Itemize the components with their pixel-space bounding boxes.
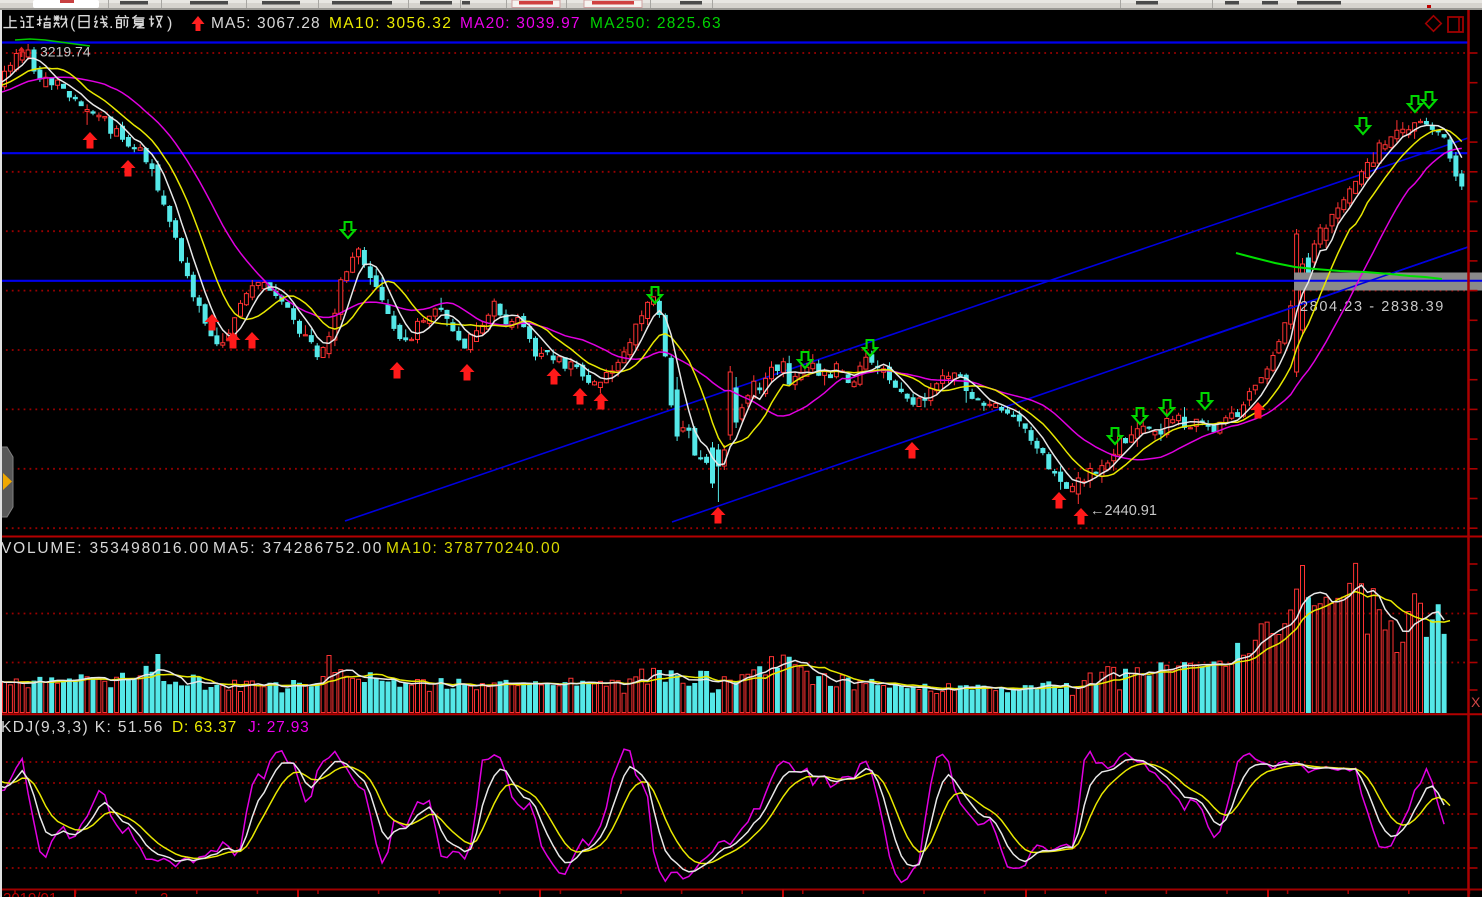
- svg-text:2019/01: 2019/01: [3, 890, 57, 897]
- svg-text:VOLUME: 353498016.00: VOLUME: 353498016.00: [1, 540, 210, 557]
- svg-text:(: (: [70, 15, 76, 32]
- svg-text:): ): [167, 15, 172, 32]
- svg-text:MA20: 3039.97: MA20: 3039.97: [460, 15, 581, 32]
- svg-text:KDJ(9,3,3) K: 51.56: KDJ(9,3,3) K: 51.56: [1, 719, 164, 736]
- svg-text:X: X: [1471, 694, 1481, 710]
- svg-text:D: 63.37: D: 63.37: [172, 719, 237, 736]
- svg-text:←2440.91: ←2440.91: [1090, 503, 1157, 519]
- svg-text:3219.74: 3219.74: [40, 44, 91, 60]
- svg-text:.: .: [109, 15, 113, 32]
- svg-text:MA10: 3056.32: MA10: 3056.32: [329, 15, 452, 32]
- svg-text:MA10: 378770240.00: MA10: 378770240.00: [386, 540, 561, 557]
- svg-text:MA250: 2825.63: MA250: 2825.63: [590, 15, 722, 32]
- svg-text:2804.23 - 2838.39: 2804.23 - 2838.39: [1300, 299, 1445, 315]
- svg-text:MA5: 374286752.00: MA5: 374286752.00: [213, 540, 383, 557]
- svg-text:MA5: 3067.28: MA5: 3067.28: [211, 15, 321, 32]
- svg-text:J: 27.93: J: 27.93: [248, 719, 310, 736]
- svg-text:2: 2: [160, 890, 168, 897]
